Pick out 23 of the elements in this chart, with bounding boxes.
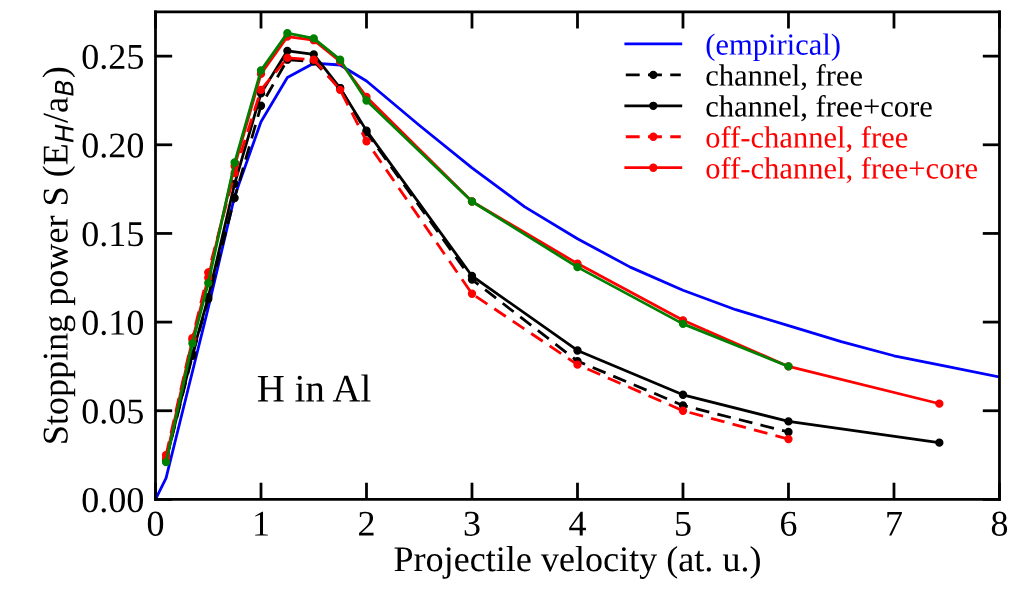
- y-tick-label: 0.25: [82, 44, 143, 70]
- y-tick-label: 0.15: [82, 221, 143, 247]
- x-tick-label: 2: [359, 511, 374, 536]
- y-tick-label: 0.05: [82, 399, 143, 424]
- legend-label: channel, free: [706, 64, 862, 91]
- x-tick-label: 3: [464, 511, 480, 536]
- x-tick-label: 7: [887, 511, 902, 536]
- y-axis-title: Stopping power S (E$_{H}$/a$_{B}$): [42, 67, 76, 443]
- annotation: H in Al: [257, 374, 371, 402]
- legend-label: (empirical): [706, 33, 840, 62]
- x-tick-label: 5: [676, 511, 691, 536]
- y-tick-label: 0.00: [82, 487, 144, 513]
- y-tick-label: 0.10: [82, 310, 144, 336]
- legend-label: off-channel, free+core: [706, 156, 978, 184]
- legend-label: off-channel, free: [706, 125, 908, 153]
- x-axis-title: Projectile velocity (at. u.): [394, 546, 760, 579]
- x-tick-label: 0: [147, 511, 164, 536]
- x-tick-label: 4: [569, 511, 586, 536]
- x-tick-label: 1: [255, 511, 268, 536]
- x-tick-label: 8: [991, 511, 1008, 536]
- y-tick-label: 0.20: [82, 133, 144, 158]
- legend-label: channel, free+core: [706, 94, 932, 122]
- x-tick-label: 6: [781, 511, 797, 536]
